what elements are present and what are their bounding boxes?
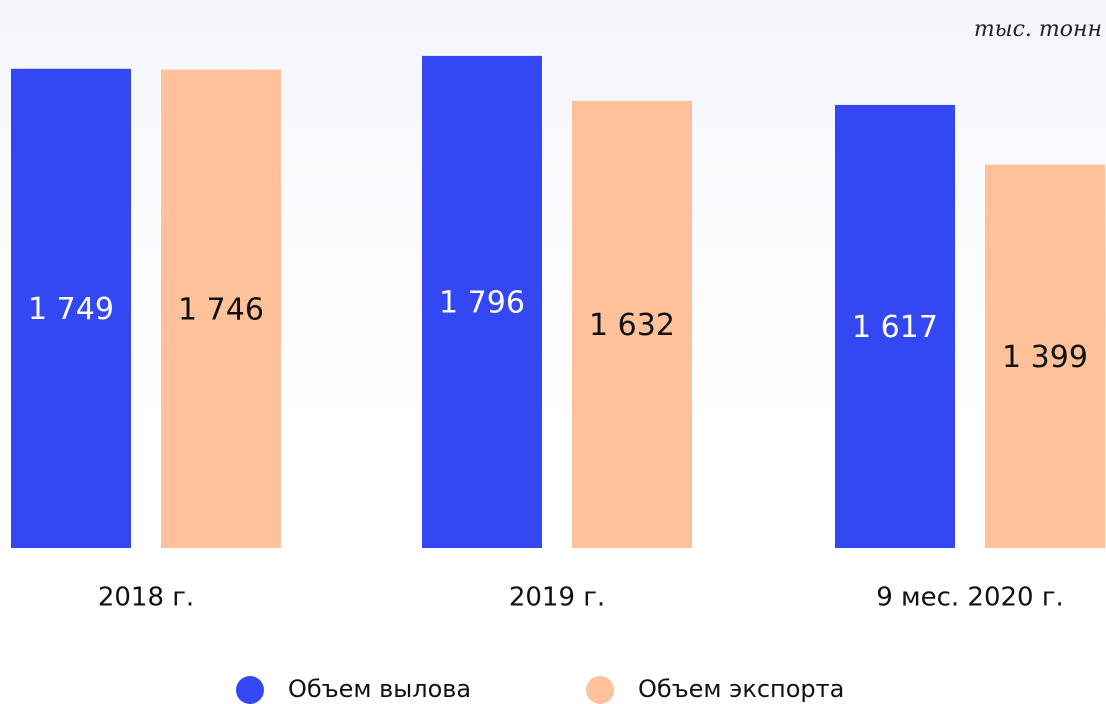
value-label: 1 399 <box>1002 340 1088 375</box>
legend-swatch <box>236 676 264 704</box>
value-label: 1 617 <box>852 310 938 345</box>
bar <box>572 100 692 548</box>
x-tick-label: 9 мес. 2020 г. <box>876 583 1064 613</box>
value-label: 1 746 <box>178 292 264 327</box>
bar <box>835 104 955 548</box>
value-label: 1 632 <box>589 308 675 343</box>
legend-label: Объем экспорта <box>638 675 844 703</box>
x-tick-label: 2018 г. <box>98 583 194 613</box>
legend-swatch <box>586 676 614 704</box>
value-label: 1 796 <box>439 285 525 320</box>
bar <box>161 69 281 548</box>
value-label: 1 749 <box>28 292 114 327</box>
unit-label: тыс. тонн <box>974 17 1102 42</box>
bar <box>985 164 1105 548</box>
bar <box>422 55 542 549</box>
bar <box>11 68 131 549</box>
legend-label: Объем вылова <box>288 675 471 703</box>
x-tick-label: 2019 г. <box>509 583 605 613</box>
